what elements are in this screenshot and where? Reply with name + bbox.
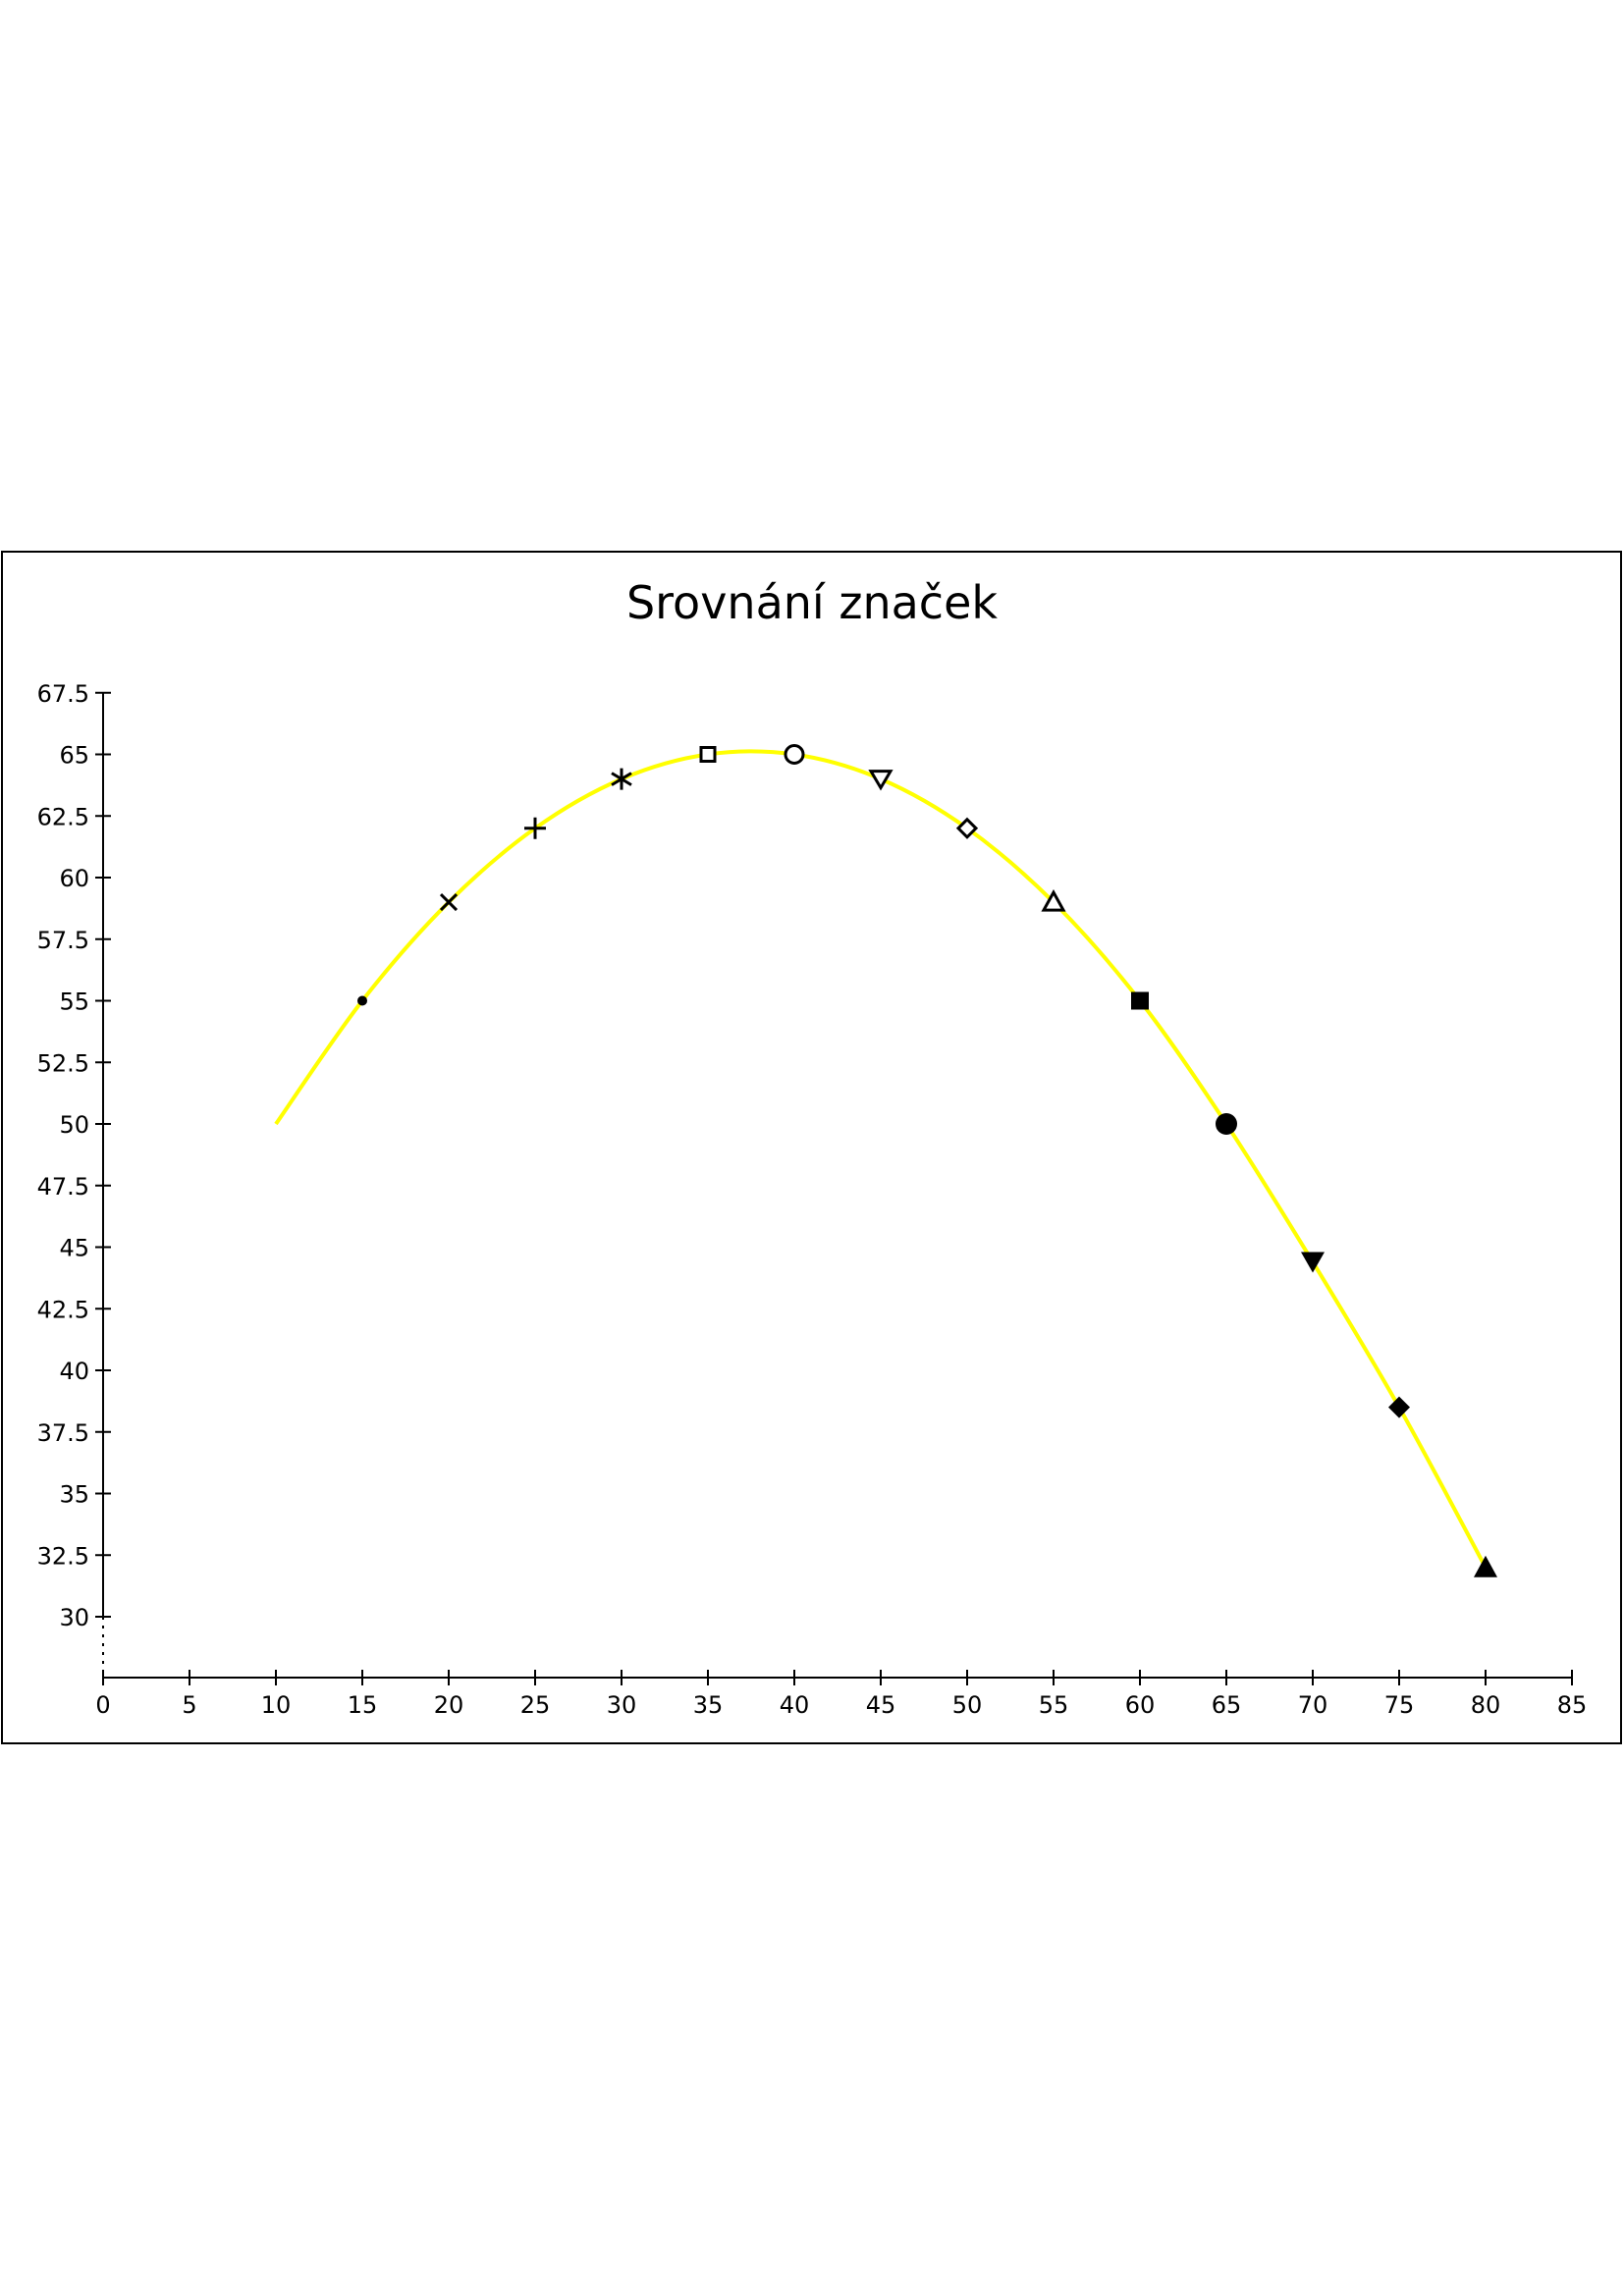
marker-circle-open bbox=[784, 744, 805, 765]
marker-circle-filled bbox=[1216, 1113, 1237, 1135]
x-tick-label: 35 bbox=[693, 1691, 724, 1719]
x-tick-label: 45 bbox=[866, 1691, 896, 1719]
x-tick-label: 85 bbox=[1557, 1691, 1588, 1719]
series-line bbox=[274, 749, 1488, 1569]
marker-dot bbox=[357, 995, 367, 1006]
y-tick-label: 45 bbox=[59, 1235, 89, 1262]
series-line-group bbox=[274, 749, 1488, 1569]
marker-diamond-filled bbox=[1388, 1396, 1410, 1418]
y-tick-label: 50 bbox=[59, 1111, 89, 1139]
x-tick-label: 75 bbox=[1384, 1691, 1415, 1719]
y-tick-label: 67.5 bbox=[37, 680, 89, 708]
marker-square-open bbox=[699, 746, 717, 763]
y-tick-label: 40 bbox=[59, 1358, 89, 1385]
markers-group bbox=[357, 744, 1497, 1577]
x-tick-label: 15 bbox=[348, 1691, 378, 1719]
y-tick-label: 52.5 bbox=[37, 1049, 89, 1077]
x-tick-label: 40 bbox=[780, 1691, 810, 1719]
x-tick-label: 70 bbox=[1298, 1691, 1328, 1719]
y-tick-label: 35 bbox=[59, 1481, 89, 1509]
axes: 0 5 10 15 20 25 30 35 40 45 50 55 60 65 70 75 80 85 30 32.5… bbox=[37, 680, 1588, 1719]
x-tick-label: 0 bbox=[95, 1691, 110, 1719]
y-tick-label: 32.5 bbox=[37, 1542, 89, 1570]
marker-triangle-up-filled bbox=[1474, 1555, 1497, 1577]
y-tick-label: 55 bbox=[59, 988, 89, 1016]
x-tick-label: 80 bbox=[1471, 1691, 1501, 1719]
x-tick-label: 30 bbox=[607, 1691, 637, 1719]
chart-frame bbox=[1, 551, 1622, 1744]
y-tick-label: 62.5 bbox=[37, 803, 89, 830]
marker-square-filled bbox=[1131, 991, 1149, 1010]
x-tick-label: 50 bbox=[952, 1691, 983, 1719]
chart-title: Srovnání značek bbox=[626, 576, 998, 629]
y-tick-label: 47.5 bbox=[37, 1173, 89, 1201]
marker-triangle-down-open bbox=[868, 770, 893, 791]
y-tick-label: 57.5 bbox=[37, 927, 89, 954]
x-tick-label: 60 bbox=[1125, 1691, 1156, 1719]
x-tick-label: 20 bbox=[434, 1691, 464, 1719]
x-tick-label: 25 bbox=[520, 1691, 551, 1719]
x-tick-label: 55 bbox=[1039, 1691, 1069, 1719]
marker-triangle-down-filled bbox=[1301, 1252, 1325, 1273]
y-tick-label: 30 bbox=[59, 1604, 89, 1631]
x-tick-label: 10 bbox=[261, 1691, 292, 1719]
marker-triangle-up-open bbox=[1041, 889, 1066, 912]
x-tick-label: 5 bbox=[182, 1691, 196, 1719]
y-tick-label: 42.5 bbox=[37, 1296, 89, 1323]
marker-plus bbox=[524, 817, 546, 839]
y-tick-label: 65 bbox=[59, 742, 89, 770]
marker-diamond-open bbox=[955, 817, 979, 839]
marker-cross bbox=[439, 893, 459, 912]
y-tick-label: 37.5 bbox=[37, 1419, 89, 1447]
marker-asterisk bbox=[611, 768, 632, 790]
x-tick-label: 65 bbox=[1212, 1691, 1242, 1719]
y-tick-label: 60 bbox=[59, 865, 89, 892]
